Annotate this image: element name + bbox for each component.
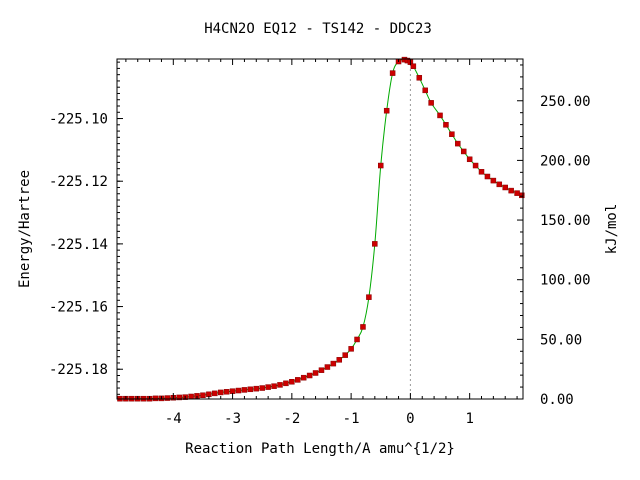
chart-title: H4CN2O EQ12 - TS142 - DDC23 [204,21,432,37]
data-point [455,140,461,147]
data-point [188,393,194,400]
y2-axis-label: kJ/mol [604,204,620,255]
data-point [283,380,289,387]
data-point [289,379,295,385]
x-tick-label: -1 [343,411,360,427]
data-point [478,169,485,175]
y-tick-label: -225.12 [49,174,108,190]
data-point [502,184,508,191]
data-point [271,383,277,389]
y-axis-label: Energy/Hartree [17,170,33,288]
x-axis-label: Reaction Path Length/A amu^{1/2} [185,441,455,457]
y-tick-label: -225.18 [49,362,108,378]
data-point [247,386,254,393]
y-tick-label: -225.10 [49,112,108,128]
data-point [519,192,525,199]
data-point [152,395,159,402]
data-point [212,390,218,397]
data-point [306,372,313,379]
data-point [336,357,343,363]
data-point [443,122,449,128]
data-point [265,384,271,390]
data-point [354,336,360,343]
data-point [383,107,390,114]
x-tick-label: 0 [406,411,414,427]
data-point [508,187,514,194]
data-point [312,370,319,376]
data-point [360,324,366,330]
data-point [241,387,248,393]
x-tick-label: 1 [465,411,473,427]
data-point [460,148,467,155]
x-tick-label: -4 [165,411,182,427]
data-point [389,70,396,76]
data-point [295,377,301,383]
plot-frame [116,58,524,400]
energy-curve [119,59,523,400]
data-point [466,156,473,163]
y-tick-label: -225.14 [49,237,108,253]
data-point [217,389,224,396]
data-point [318,367,325,373]
data-point [484,173,491,180]
data-point [428,100,434,106]
y2-tick-label: 200.00 [540,153,591,169]
data-point [490,177,497,184]
y2-tick-label: 50.00 [540,332,582,348]
data-point [496,181,503,188]
y2-tick-label: 150.00 [540,213,591,229]
y-tick-label: -225.16 [49,300,108,316]
data-point [324,364,331,370]
data-point [176,394,182,401]
data-point [229,388,236,394]
data-point [330,360,337,367]
data-point [259,385,265,391]
data-point [378,162,384,169]
data-point [422,87,428,94]
x-tick-label: -2 [283,411,300,427]
data-point [410,63,417,69]
data-point [223,389,230,395]
y2-tick-label: 0.00 [540,392,574,408]
data-point [372,241,378,247]
data-point [164,395,171,401]
data-point [277,382,283,388]
y2-tick-label: 100.00 [540,273,591,289]
data-point [416,75,423,81]
data-point [300,374,307,381]
data-point [366,294,372,300]
data-point [348,346,354,352]
data-point [253,385,260,392]
data-point [235,387,242,394]
y2-tick-label: 250.00 [540,94,591,110]
data-point [514,190,520,196]
data-point [342,352,348,358]
x-tick-label: -3 [224,411,241,427]
data-point [472,162,479,169]
data-point [200,392,206,398]
data-point [437,112,443,119]
data-point [449,131,455,137]
